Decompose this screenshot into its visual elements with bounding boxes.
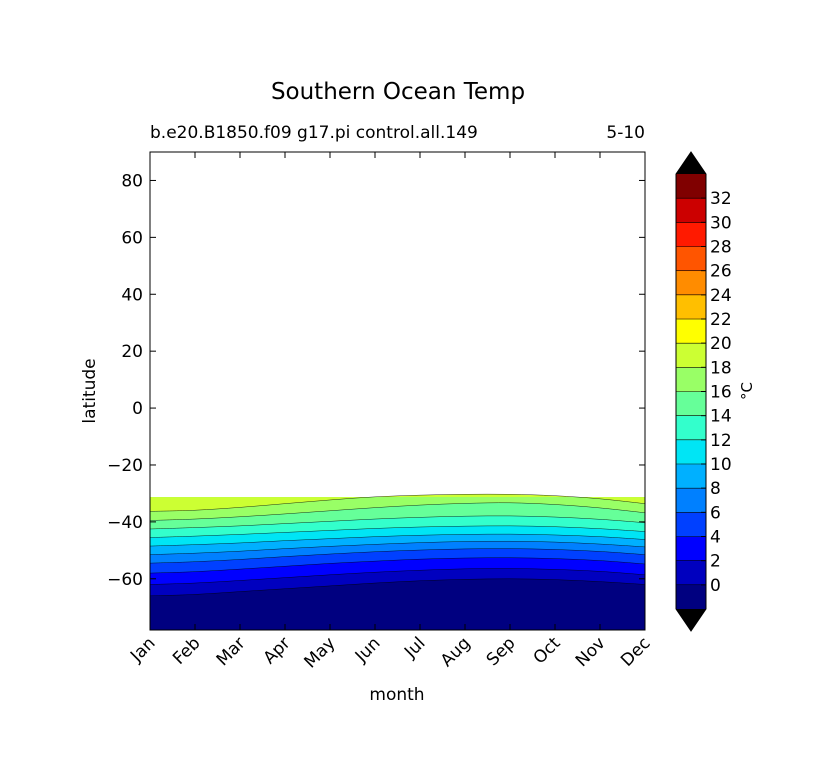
colorbar-swatch-9 bbox=[676, 367, 706, 392]
isotherm-line-16 bbox=[150, 502, 645, 521]
colorbar-swatch-13 bbox=[676, 270, 706, 296]
isotherm-line-2 bbox=[150, 568, 645, 585]
contour-band-10 bbox=[150, 494, 645, 512]
colorbar-tick-label: 0 bbox=[710, 576, 721, 596]
chart-title: Southern Ocean Temp bbox=[271, 79, 525, 105]
colorbar-tick-label: 6 bbox=[710, 503, 721, 523]
x-tick-label-nov: Nov bbox=[572, 633, 610, 671]
isotherm-line-8 bbox=[150, 540, 645, 555]
colorbar-tick-label: 18 bbox=[710, 358, 732, 378]
colorbar-swatch-7 bbox=[676, 415, 706, 441]
x-tick-label-jan: Jan bbox=[126, 633, 159, 666]
chart-subtitle-left: b.e20.B1850.f09 g17.pi control.all.149 bbox=[150, 123, 478, 143]
x-tick-label-aug: Aug bbox=[437, 633, 475, 671]
isotherm-line-4 bbox=[150, 557, 645, 574]
contour-field bbox=[150, 494, 645, 630]
colorbar-tick-label: 14 bbox=[710, 407, 732, 427]
colorbar-over-arrow bbox=[676, 152, 706, 174]
y-axis: 80 60 40 20 0 −20 −40 −60 bbox=[107, 171, 645, 590]
isotherm-line-6 bbox=[150, 548, 645, 564]
chart-subtitle-right: 5-10 bbox=[606, 123, 645, 143]
colorbar-tick-label: 2 bbox=[710, 552, 721, 572]
colorbar-swatch-16 bbox=[676, 198, 706, 223]
x-tick-label-jun: Jun bbox=[351, 633, 385, 667]
y-tick-label: −60 bbox=[107, 570, 143, 590]
x-axis-label: month bbox=[369, 685, 424, 705]
colorbar-swatch-8 bbox=[676, 391, 706, 417]
isotherm-line-10 bbox=[150, 533, 645, 547]
colorbar-tick-label: 12 bbox=[710, 431, 732, 451]
colorbar-tick-label: 10 bbox=[710, 455, 732, 475]
colorbar-swatch-12 bbox=[676, 294, 706, 320]
y-tick-label: 20 bbox=[121, 342, 143, 362]
colorbar-swatch-17 bbox=[676, 174, 706, 199]
colorbar-under-arrow bbox=[676, 609, 706, 631]
x-tick-label-may: May bbox=[301, 633, 340, 672]
colorbar-swatch-2 bbox=[676, 536, 706, 562]
contour-lines bbox=[150, 493, 645, 597]
colorbar-swatch-6 bbox=[676, 439, 706, 465]
x-tick-label-dec: Dec bbox=[617, 633, 654, 670]
x-tick-label-oct: Oct bbox=[530, 633, 565, 668]
y-tick-label: −20 bbox=[107, 456, 143, 476]
x-tick-label-jul: Jul bbox=[400, 633, 429, 662]
colorbar-tick-label: 26 bbox=[710, 262, 732, 282]
isotherm-line-14 bbox=[150, 515, 645, 530]
y-tick-label: 40 bbox=[121, 285, 143, 305]
colorbar-tick-label: 22 bbox=[710, 310, 732, 330]
y-tick-label: 80 bbox=[121, 171, 143, 191]
y-tick-label: −40 bbox=[107, 513, 143, 533]
isotherm-line-18 bbox=[150, 493, 645, 512]
colorbar-swatch-14 bbox=[676, 246, 706, 272]
x-tick-label-sep: Sep bbox=[483, 633, 520, 670]
colorbar-swatch-5 bbox=[676, 464, 706, 489]
colorbar-swatch-1 bbox=[676, 560, 706, 586]
y-tick-label: 60 bbox=[121, 228, 143, 248]
colorbar-tick-label: 28 bbox=[710, 238, 732, 258]
x-tick-label-apr: Apr bbox=[260, 633, 295, 668]
colorbar-tick-label: 4 bbox=[710, 528, 721, 548]
colorbar-tick-label: 32 bbox=[710, 189, 732, 209]
colorbar-swatch-4 bbox=[676, 488, 706, 513]
isotherm-line-0 bbox=[150, 578, 645, 597]
x-tick-label-mar: Mar bbox=[213, 633, 250, 670]
colorbar-tick-label: 30 bbox=[710, 213, 732, 233]
colorbar-swatch-11 bbox=[676, 319, 706, 344]
colorbar-tick-label: 20 bbox=[710, 334, 732, 354]
colorbar-swatch-10 bbox=[676, 343, 706, 368]
y-axis-label: latitude bbox=[80, 358, 100, 423]
x-tick-label-feb: Feb bbox=[169, 633, 204, 668]
colorbar-swatch-15 bbox=[676, 222, 706, 247]
plot-area-frame bbox=[149, 151, 646, 631]
colorbar-outline bbox=[675, 151, 707, 632]
colorbar-tick-label: 16 bbox=[710, 383, 732, 403]
colorbar-tick-label: 24 bbox=[710, 286, 732, 306]
colorbar-tick-label: 8 bbox=[710, 479, 721, 499]
y-tick-label: 0 bbox=[132, 399, 143, 419]
colorbar-swatch-0 bbox=[676, 584, 706, 610]
isotherm-line-12 bbox=[150, 525, 645, 538]
colorbar-label: °C bbox=[738, 382, 756, 400]
colorbar-swatch-3 bbox=[676, 512, 706, 537]
